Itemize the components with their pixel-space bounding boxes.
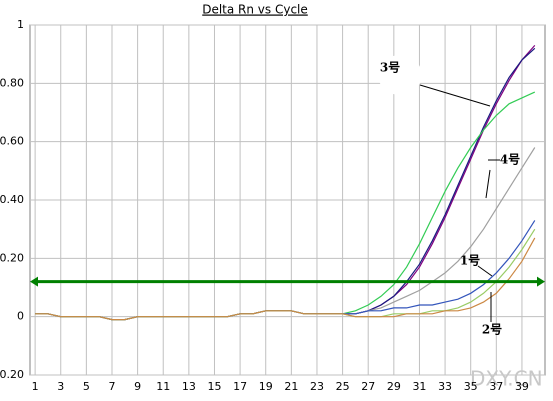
y-tick-label: 0.20 [0, 251, 24, 264]
series-line [35, 237, 536, 321]
x-tick-label: 1 [32, 380, 39, 393]
x-tick-label: 25 [336, 380, 350, 393]
y-tick-label: 0.60 [0, 135, 24, 148]
x-tick-label: 9 [134, 380, 141, 393]
x-tick-label: 17 [233, 380, 247, 393]
pointer [477, 265, 493, 277]
x-tick-label: 37 [489, 380, 503, 393]
series-lines [30, 45, 545, 321]
watermark: DXY.CN [470, 367, 543, 391]
threshold-arrow [537, 276, 545, 287]
x-tick-label: 19 [259, 380, 273, 393]
x-tick-label: 21 [284, 380, 298, 393]
threshold-arrow [30, 276, 38, 287]
annotation: 3号 [380, 60, 400, 75]
x-tick-label: 11 [156, 380, 170, 393]
x-tick-label: 39 [515, 380, 529, 393]
grid [30, 24, 545, 376]
pointer [485, 169, 491, 199]
y-tick-label: 1 [17, 18, 24, 31]
x-tick-label: 3 [57, 380, 64, 393]
annotation: 2号 [482, 322, 502, 337]
y-tick-label: -0.20 [0, 368, 24, 381]
x-tick-label: 13 [182, 380, 196, 393]
annotation: 4号 [500, 152, 520, 167]
chart-title: Delta Rn vs Cycle [202, 3, 308, 17]
overlay: Delta Rn vs Cycle 3号 4号 1号 2号 DXY.CN -0.… [0, 3, 543, 394]
annotation: 1号 [460, 253, 480, 268]
pointer [419, 84, 491, 107]
x-tick-label: 5 [83, 380, 90, 393]
label-backdrop [378, 55, 422, 95]
y-tick-label: 0.80 [0, 76, 24, 89]
x-tick-label: 27 [361, 380, 375, 393]
x-tick-label: 33 [438, 380, 452, 393]
x-tick-label: 23 [310, 380, 324, 393]
y-tick-label: 0.40 [0, 193, 24, 206]
x-tick-label: 15 [207, 380, 221, 393]
x-tick-label: 35 [464, 380, 478, 393]
y-tick-label: 0 [17, 310, 24, 323]
x-tick-label: 7 [108, 380, 115, 393]
x-tick-label: 31 [412, 380, 426, 393]
x-tick-label: 29 [387, 380, 401, 393]
